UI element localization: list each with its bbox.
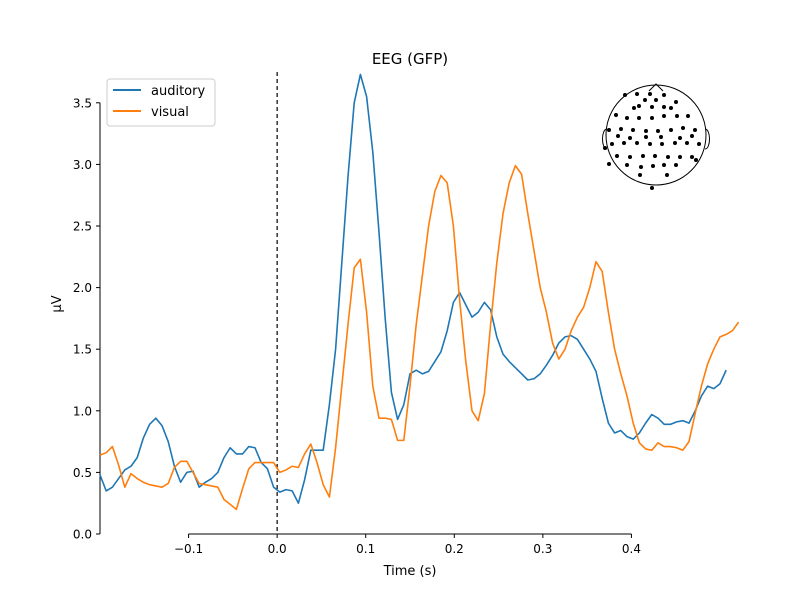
sensor-dot xyxy=(662,93,666,97)
sensor-dot xyxy=(637,104,641,108)
y-tick-label: 0.0 xyxy=(73,528,92,542)
sensor-dot xyxy=(697,142,701,146)
sensor-dot xyxy=(669,128,673,132)
sensor-dot xyxy=(662,114,666,118)
sensor-dot xyxy=(690,155,694,159)
sensor-dot xyxy=(643,98,647,102)
x-tick-label: 0.0 xyxy=(268,542,287,556)
sensor-dot xyxy=(631,128,635,132)
sensor-dot xyxy=(635,92,639,96)
sensor-dot xyxy=(650,105,654,109)
sensor-dot xyxy=(607,162,611,166)
sensor-dot xyxy=(669,106,673,110)
sensor-dot xyxy=(628,136,632,140)
series-line-visual xyxy=(99,164,740,511)
sensor-dot xyxy=(651,164,655,168)
y-tick-label: 3.5 xyxy=(73,96,92,110)
head-outline xyxy=(605,84,707,186)
y-tick-label: 2.0 xyxy=(73,281,92,295)
sensor-dot xyxy=(674,100,678,104)
sensor-dot xyxy=(615,154,619,158)
sensor-dot xyxy=(648,92,652,96)
head-right-ear xyxy=(704,128,710,150)
legend-label-auditory: auditory xyxy=(151,84,205,99)
legend: auditory visual xyxy=(106,78,216,127)
x-tick-label: 0.1 xyxy=(356,542,375,556)
sensor-dot xyxy=(673,141,677,145)
y-tick-label: 2.5 xyxy=(73,220,92,234)
y-tick-label: 1.0 xyxy=(73,404,92,418)
sensor-dot xyxy=(674,163,678,167)
sensor-dot xyxy=(641,154,645,158)
sensor-dot xyxy=(625,163,629,167)
sensor-dot xyxy=(678,155,682,159)
sensor-dot xyxy=(660,142,664,146)
sensor-dot xyxy=(623,93,627,97)
sensor-dot xyxy=(625,116,629,120)
sensor-dot xyxy=(656,129,660,133)
sensor-layout-head-icon xyxy=(602,83,710,190)
y-tick-label: 3.0 xyxy=(73,158,92,172)
legend-label-visual: visual xyxy=(151,105,189,120)
sensor-dot xyxy=(619,127,623,131)
sensor-dot xyxy=(678,136,682,140)
sensor-dot xyxy=(644,135,648,139)
x-tick-label: 0.4 xyxy=(622,542,641,556)
sensor-dots xyxy=(603,92,701,190)
sensor-dot xyxy=(685,141,689,145)
sensor-dot xyxy=(639,165,643,169)
sensor-dot xyxy=(653,154,657,158)
y-tick-label: 0.5 xyxy=(73,466,92,480)
series-line-auditory xyxy=(99,73,727,504)
sensor-dot xyxy=(662,105,666,109)
sensor-dot xyxy=(666,155,670,159)
sensor-dot xyxy=(650,116,654,120)
sensor-dot xyxy=(644,129,648,133)
sensor-dot xyxy=(628,155,632,159)
sensor-dot xyxy=(610,142,614,146)
sensor-dot xyxy=(654,98,658,102)
sensor-dot xyxy=(690,134,694,138)
head-nose xyxy=(648,83,664,92)
sensor-dot xyxy=(675,114,679,118)
x-tick-label: 0.3 xyxy=(533,542,552,556)
sensor-dot xyxy=(637,116,641,120)
sensor-dot xyxy=(607,128,611,132)
y-axis-ticks: 0.0 0.5 1.0 1.5 2.0 2.5 3.0 3.5 xyxy=(73,96,100,542)
series-group xyxy=(99,73,740,511)
x-axis-label: Time (s) xyxy=(383,564,437,579)
x-tick-label: 0.2 xyxy=(445,542,464,556)
x-tick-label: −0.1 xyxy=(174,542,203,556)
sensor-dot xyxy=(648,142,652,146)
sensor-dot xyxy=(693,128,697,132)
sensor-dot xyxy=(622,141,626,145)
y-axis-label: µV xyxy=(50,295,65,312)
sensor-dot xyxy=(681,126,685,130)
sensor-dot xyxy=(686,114,690,118)
sensor-dot xyxy=(662,163,666,167)
sensor-dot xyxy=(638,173,642,177)
sensor-dot xyxy=(659,135,663,139)
x-axis-ticks: −0.1 0.0 0.1 0.2 0.3 0.4 xyxy=(174,534,641,556)
y-tick-label: 1.5 xyxy=(73,343,92,357)
sensor-dot xyxy=(650,186,654,190)
sensor-dot xyxy=(635,141,639,145)
sensor-dot xyxy=(665,173,669,177)
sensor-dot xyxy=(614,113,618,117)
sensor-dot xyxy=(603,146,607,150)
chart-title: EEG (GFP) xyxy=(372,50,448,68)
sensor-dot xyxy=(632,106,636,110)
sensor-dot xyxy=(616,134,620,138)
sensor-dot xyxy=(694,158,698,162)
